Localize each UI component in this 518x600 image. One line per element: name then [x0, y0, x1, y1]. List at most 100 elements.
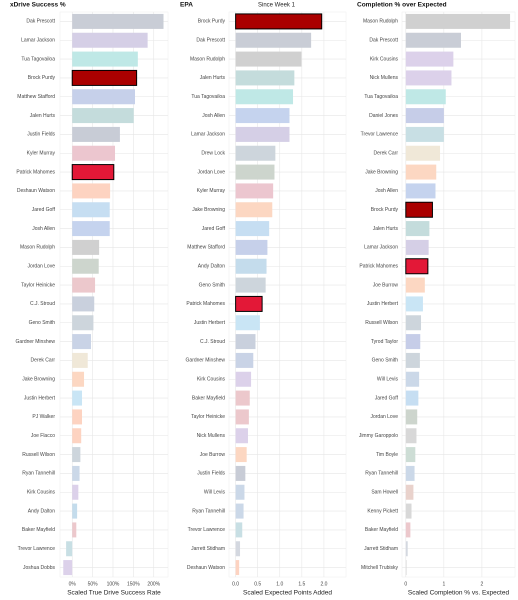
y-tick-label: Kirk Cousins: [370, 56, 399, 62]
y-tick-label: Kyler Murray: [27, 151, 56, 157]
y-tick-label: Patrick Mahomes: [186, 301, 225, 307]
bar: [235, 560, 240, 576]
x-tick-label: 0: [404, 581, 407, 587]
bar: [235, 409, 249, 425]
bar: [72, 277, 96, 293]
bar: [235, 32, 312, 48]
y-tick-label: Mason Rudolph: [20, 245, 55, 251]
bar: [235, 202, 273, 218]
y-tick-label: Ryan Tannehill: [22, 471, 55, 477]
y-tick-label: Jake Browning: [22, 377, 55, 383]
bar: [66, 541, 73, 557]
y-tick-label: Tim Boyle: [376, 452, 398, 458]
y-tick-label: Jarrett Stidham: [191, 546, 225, 552]
bar: [405, 70, 452, 86]
bar: [235, 390, 250, 406]
bar: [405, 484, 414, 500]
bar: [72, 315, 94, 331]
y-tick-label: Jared Goff: [375, 395, 399, 401]
x-tick-label: 2.0: [320, 581, 327, 587]
y-tick-label: Jarrett Stidham: [364, 546, 398, 552]
y-tick-label: Andy Dalton: [28, 508, 55, 514]
chart-subtitle: Since Week 1: [258, 3, 296, 9]
x-tick-label: 50%: [88, 581, 99, 587]
y-tick-label: Derek Carr: [31, 358, 56, 364]
bar: [235, 221, 270, 237]
x-axis-title: Scaled Completion % vs. Expected: [408, 590, 510, 597]
y-tick-label: Russell Wilson: [22, 452, 55, 458]
y-tick-label: Joe Burrow: [373, 282, 399, 288]
y-tick-label: Josh Allen: [32, 226, 55, 232]
bar: [405, 164, 437, 180]
y-tick-label: Sam Howell: [371, 490, 398, 496]
y-tick-label: C.J. Stroud: [30, 301, 55, 307]
y-tick-label: Will Levis: [377, 377, 399, 383]
bar: [405, 183, 436, 199]
y-tick-label: Jordan Love: [197, 169, 225, 175]
bar: [235, 541, 241, 557]
y-tick-label: Jared Goff: [202, 226, 226, 232]
bar: [405, 258, 429, 275]
y-tick-label: Jimmy Garoppolo: [359, 433, 398, 439]
y-tick-label: Matthew Stafford: [17, 94, 55, 100]
y-tick-label: Tyrod Taylor: [371, 339, 398, 345]
bar: [235, 428, 248, 444]
bar: [235, 334, 256, 350]
plot-area: [59, 11, 169, 578]
y-tick-label: Nick Mullens: [370, 75, 399, 81]
bar: [235, 522, 243, 538]
bar: [405, 201, 433, 218]
y-tick-label: Taylor Heinicke: [191, 414, 225, 420]
x-tick-label: 2: [481, 581, 484, 587]
bar: [235, 295, 263, 312]
x-tick-label: 0.0: [232, 581, 239, 587]
y-tick-label: Jordan Love: [27, 264, 55, 270]
bar: [405, 89, 446, 105]
y-tick-label: Jake Browning: [365, 169, 398, 175]
bar: [405, 428, 417, 444]
bar: [72, 390, 83, 406]
bar: [72, 522, 77, 538]
y-tick-label: Dak Prescott: [196, 38, 225, 44]
y-tick-label: Joe Burrow: [200, 452, 226, 458]
bar: [72, 145, 116, 161]
bar: [72, 183, 111, 199]
y-tick-label: Ryan Tannehill: [192, 508, 225, 514]
bar: [72, 202, 110, 218]
y-tick-label: Joshua Dobbs: [23, 565, 55, 571]
y-tick-label: Trevor Lawrence: [188, 527, 226, 533]
y-tick-label: Baker Mayfield: [365, 527, 398, 533]
bar: [72, 352, 88, 368]
y-tick-label: Jake Browning: [192, 207, 225, 213]
bar: [405, 447, 416, 463]
bar: [405, 32, 461, 48]
bar: [235, 89, 294, 105]
bar: [72, 447, 81, 463]
bar: [405, 541, 408, 557]
y-tick-label: Justin Fields: [197, 471, 225, 477]
plot-area: [228, 11, 347, 578]
bar: [235, 51, 302, 67]
bar: [235, 258, 267, 274]
y-tick-label: Deshaun Watson: [187, 565, 225, 571]
bar: [405, 51, 454, 67]
y-tick-label: Baker Mayfield: [22, 527, 55, 533]
y-tick-label: Jalen Hurts: [200, 75, 226, 81]
bar: [405, 503, 412, 519]
bar: [405, 239, 429, 255]
bar: [405, 315, 422, 331]
y-tick-label: Lamar Jackson: [364, 245, 398, 251]
y-tick-label: Tua Tagovailoa: [191, 94, 225, 100]
y-tick-label: Russell Wilson: [365, 320, 398, 326]
y-tick-label: Joe Flacco: [31, 433, 55, 439]
y-tick-label: Patrick Mahomes: [16, 169, 55, 175]
y-tick-label: PJ Walker: [32, 414, 55, 420]
bar: [72, 503, 78, 519]
bar: [71, 164, 115, 181]
y-tick-label: Kirk Cousins: [27, 490, 56, 496]
bar: [72, 484, 79, 500]
bar: [72, 221, 110, 237]
y-tick-label: Mitchell Trubisky: [361, 565, 398, 571]
bar: [72, 465, 80, 481]
bar: [71, 69, 138, 86]
